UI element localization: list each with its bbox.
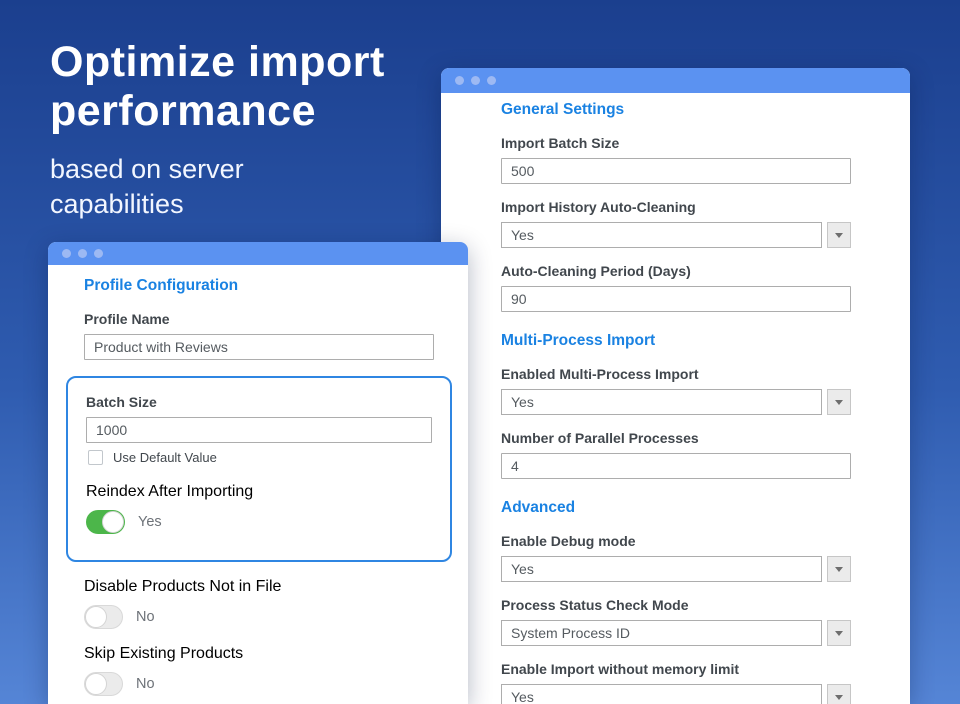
window-dot-icon xyxy=(471,76,480,85)
chevron-down-icon xyxy=(835,232,843,238)
select-value[interactable]: Yes xyxy=(501,222,822,248)
field-label: Profile Name xyxy=(84,311,170,327)
select-value[interactable]: Yes xyxy=(501,684,822,704)
parallel-processes-input[interactable] xyxy=(501,453,851,479)
field-label: Enable Import without memory limit xyxy=(501,661,740,677)
field-label: Skip Existing Products xyxy=(84,645,244,662)
field-label: Auto-Cleaning Period (Days) xyxy=(501,263,691,279)
memory-limit-select[interactable]: Yes xyxy=(501,684,851,704)
field-label: Reindex After Importing xyxy=(86,483,254,500)
toggle-state-label: No xyxy=(136,676,155,692)
field-label: Number of Parallel Processes xyxy=(501,430,699,446)
hero-subtitle-line1: based on server xyxy=(50,154,244,184)
toggle-state-label: Yes xyxy=(138,514,162,530)
field-parallel-processes: Number of Parallel Processes xyxy=(501,430,851,479)
use-default-value-checkbox[interactable] xyxy=(88,450,103,465)
toggle-state-label: No xyxy=(136,609,155,625)
chevron-down-icon xyxy=(835,694,843,700)
toggle-knob xyxy=(102,511,124,533)
window-dot-icon xyxy=(455,76,464,85)
checkbox-label: Use Default Value xyxy=(113,450,217,465)
dropdown-button[interactable] xyxy=(827,620,851,646)
import-batch-size-input[interactable] xyxy=(501,158,851,184)
toggle-knob xyxy=(85,606,107,628)
hero-subtitle-line2: capabilities xyxy=(50,189,184,219)
window-dot-icon xyxy=(487,76,496,85)
batch-size-input[interactable] xyxy=(86,417,432,443)
hero-title-line1: Optimize import xyxy=(50,38,385,86)
dropdown-button[interactable] xyxy=(827,684,851,704)
disable-products-toggle-row: No xyxy=(84,605,434,629)
select-value[interactable]: Yes xyxy=(501,389,822,415)
field-memory-limit: Enable Import without memory limit Yes xyxy=(501,661,851,704)
field-label: Enabled Multi-Process Import xyxy=(501,366,699,382)
field-label: Disable Products Not in File xyxy=(84,578,282,595)
hero-title-line2: performance xyxy=(50,87,316,135)
chevron-down-icon xyxy=(835,630,843,636)
select-value[interactable]: System Process ID xyxy=(501,620,822,646)
field-label: Process Status Check Mode xyxy=(501,597,689,613)
window-titlebar xyxy=(48,242,468,265)
window-dot-icon xyxy=(62,249,71,258)
hero-title: Optimize import performance xyxy=(50,38,470,136)
field-batch-size: Batch Size xyxy=(86,394,432,443)
hero-subtitle: based on server capabilities xyxy=(50,152,470,222)
hero-text-block: Optimize import performance based on ser… xyxy=(50,38,470,222)
field-enabled-multiprocess: Enabled Multi-Process Import Yes xyxy=(501,366,851,415)
section-title-general-settings: General Settings xyxy=(501,101,625,118)
field-cleaning-period: Auto-Cleaning Period (Days) xyxy=(501,263,851,312)
field-profile-name: Profile Name xyxy=(84,311,434,360)
field-status-check-mode: Process Status Check Mode System Process… xyxy=(501,597,851,646)
section-title-advanced: Advanced xyxy=(501,499,576,516)
disable-products-toggle[interactable] xyxy=(84,605,123,629)
enabled-multiprocess-select[interactable]: Yes xyxy=(501,389,851,415)
debug-mode-select[interactable]: Yes xyxy=(501,556,851,582)
chevron-down-icon xyxy=(835,566,843,572)
dropdown-button[interactable] xyxy=(827,222,851,248)
history-auto-cleaning-select[interactable]: Yes xyxy=(501,222,851,248)
window-dot-icon xyxy=(78,249,87,258)
profile-name-input[interactable] xyxy=(84,334,434,360)
section-title-profile-configuration: Profile Configuration xyxy=(84,277,239,294)
dropdown-button[interactable] xyxy=(827,389,851,415)
skip-existing-toggle-row: No xyxy=(84,672,434,696)
skip-existing-toggle[interactable] xyxy=(84,672,123,696)
status-check-mode-select[interactable]: System Process ID xyxy=(501,620,851,646)
cleaning-period-input[interactable] xyxy=(501,286,851,312)
chevron-down-icon xyxy=(835,399,843,405)
field-label: Import Batch Size xyxy=(501,135,620,151)
select-value[interactable]: Yes xyxy=(501,556,822,582)
toggle-knob xyxy=(85,673,107,695)
batch-size-highlight-box: Batch Size Use Default Value Reindex Aft… xyxy=(66,376,452,562)
window-dot-icon xyxy=(94,249,103,258)
section-title-multi-process: Multi-Process Import xyxy=(501,332,656,349)
profile-configuration-window: Profile Configuration Profile Name Batch… xyxy=(48,242,468,704)
dropdown-button[interactable] xyxy=(827,556,851,582)
general-settings-window: General Settings Import Batch Size Impor… xyxy=(441,68,910,704)
reindex-toggle-row: Yes xyxy=(86,510,432,534)
field-import-batch-size: Import Batch Size xyxy=(501,135,851,184)
field-debug-mode: Enable Debug mode Yes xyxy=(501,533,851,582)
field-label: Batch Size xyxy=(86,394,157,410)
use-default-value-row: Use Default Value xyxy=(88,450,432,465)
field-history-auto-cleaning: Import History Auto-Cleaning Yes xyxy=(501,199,851,248)
field-label: Import History Auto-Cleaning xyxy=(501,199,696,215)
window-titlebar xyxy=(441,68,910,93)
reindex-toggle[interactable] xyxy=(86,510,125,534)
field-label: Enable Debug mode xyxy=(501,533,636,549)
